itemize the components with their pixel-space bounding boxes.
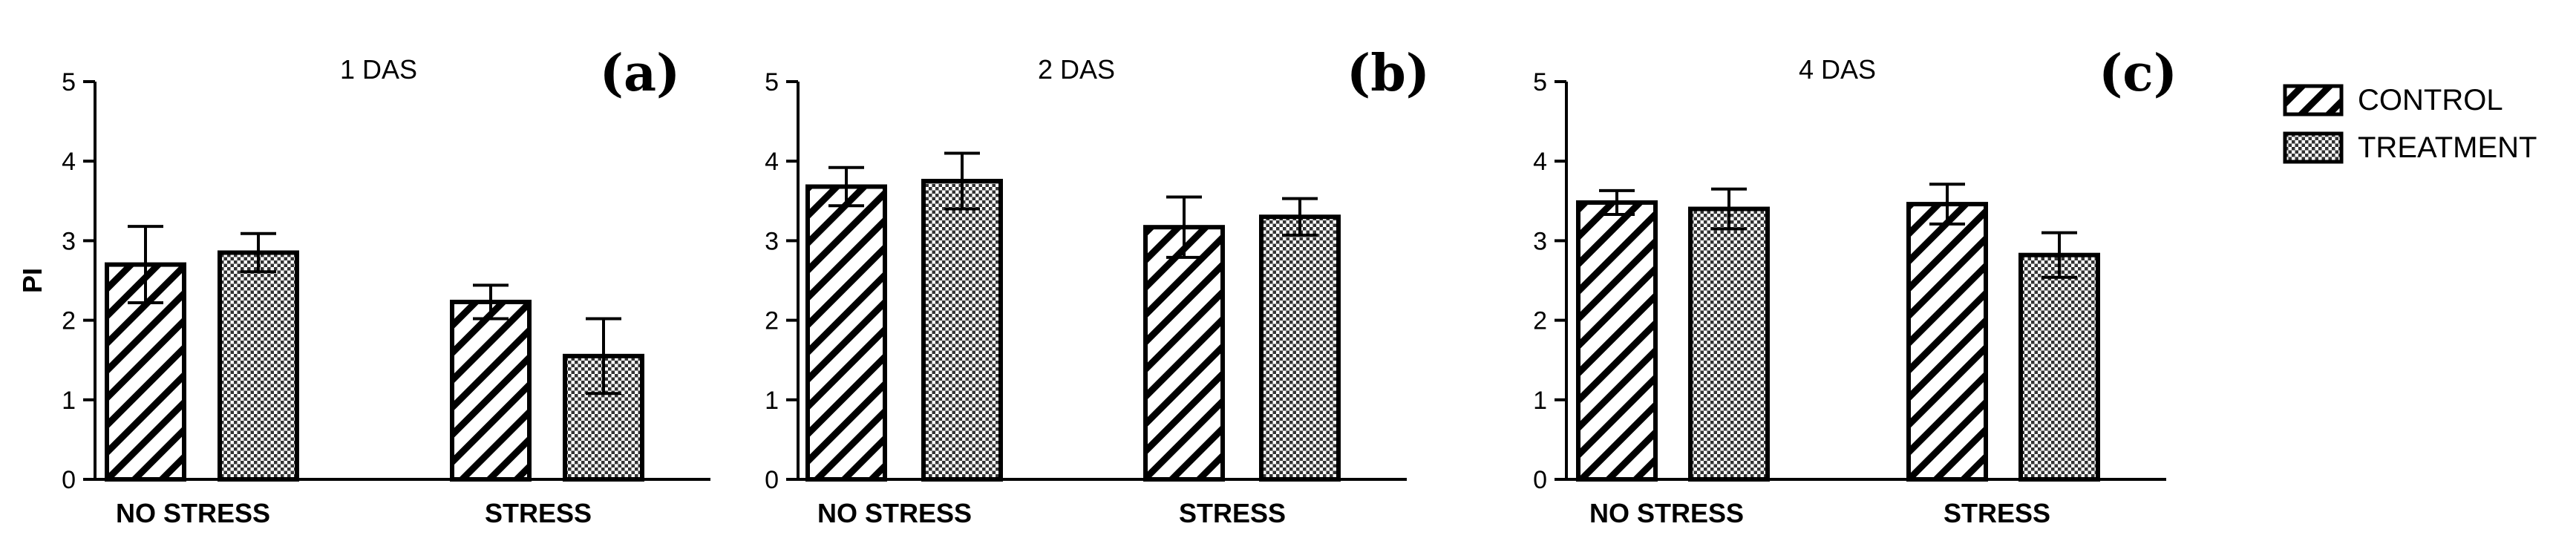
x-category-label: STRESS [1179, 498, 1286, 528]
y-tick-label: 1 [1533, 387, 1547, 415]
y-tick-label: 2 [765, 307, 779, 335]
chart-title: 1 DAS [340, 54, 417, 85]
y-tick-label: 4 [62, 148, 76, 176]
x-category-label: STRESS [1944, 498, 2050, 528]
y-axis-label: PI [17, 268, 48, 293]
legend-control-label: CONTROL [2358, 84, 2503, 116]
legend-control-swatch [2283, 84, 2344, 116]
bar-treatment [1259, 214, 1341, 482]
panel-label: (a) [600, 44, 680, 103]
chart-title: 2 DAS [1038, 54, 1115, 85]
y-tick-label: 5 [765, 68, 779, 96]
legend-treatment-label: TREATMENT [2358, 131, 2537, 164]
y-tick-label: 3 [62, 227, 76, 255]
bar-control [805, 184, 887, 482]
y-tick-label: 3 [1533, 227, 1547, 255]
y-tick-label: 2 [62, 307, 76, 335]
y-tick-label: 1 [62, 387, 76, 415]
y-tick-label: 2 [1533, 307, 1547, 335]
chart-panel-3: 0 1 2 3 4 5 NO STRESS STRESS 4 DAS (c) [1533, 44, 2177, 528]
legend-treatment-swatch [2283, 131, 2344, 164]
bar-control [1906, 202, 1988, 482]
panel-label: (b) [1347, 44, 1430, 103]
x-category-label: NO STRESS [116, 498, 270, 528]
y-tick-label: 5 [62, 68, 76, 96]
y-tick-label: 0 [765, 466, 779, 494]
bar-treatment [921, 179, 1003, 482]
y-tick-label: 4 [765, 148, 779, 176]
y-tick-label: 0 [1533, 466, 1547, 494]
x-category-label: NO STRESS [817, 498, 972, 528]
y-tick-label: 5 [1533, 68, 1547, 96]
y-tick-label: 1 [765, 387, 779, 415]
x-category-label: NO STRESS [1589, 498, 1744, 528]
bar-control [450, 299, 532, 482]
bar-treatment [2018, 252, 2100, 482]
bar-treatment [1688, 206, 1770, 482]
y-tick-label: 4 [1533, 148, 1547, 176]
y-tick-label: 0 [62, 466, 76, 494]
chart-title: 4 DAS [1799, 54, 1876, 85]
panel-label: (c) [2099, 44, 2177, 103]
x-category-label: STRESS [485, 498, 592, 528]
bar-control [1143, 225, 1225, 482]
bar-treatment [563, 353, 644, 482]
y-tick-label: 3 [765, 227, 779, 255]
chart-panel-1: 0 1 2 3 4 5 NO STRESS STRESS 1 DAS (a) PI [17, 44, 710, 528]
bar-control [1576, 200, 1658, 482]
chart-panel-2: 0 1 2 3 4 5 NO STRESS STRESS 2 DAS (b) [765, 44, 1430, 528]
bar-treatment [218, 250, 299, 482]
legend: CONTROL TREATMENT [2283, 84, 2537, 164]
